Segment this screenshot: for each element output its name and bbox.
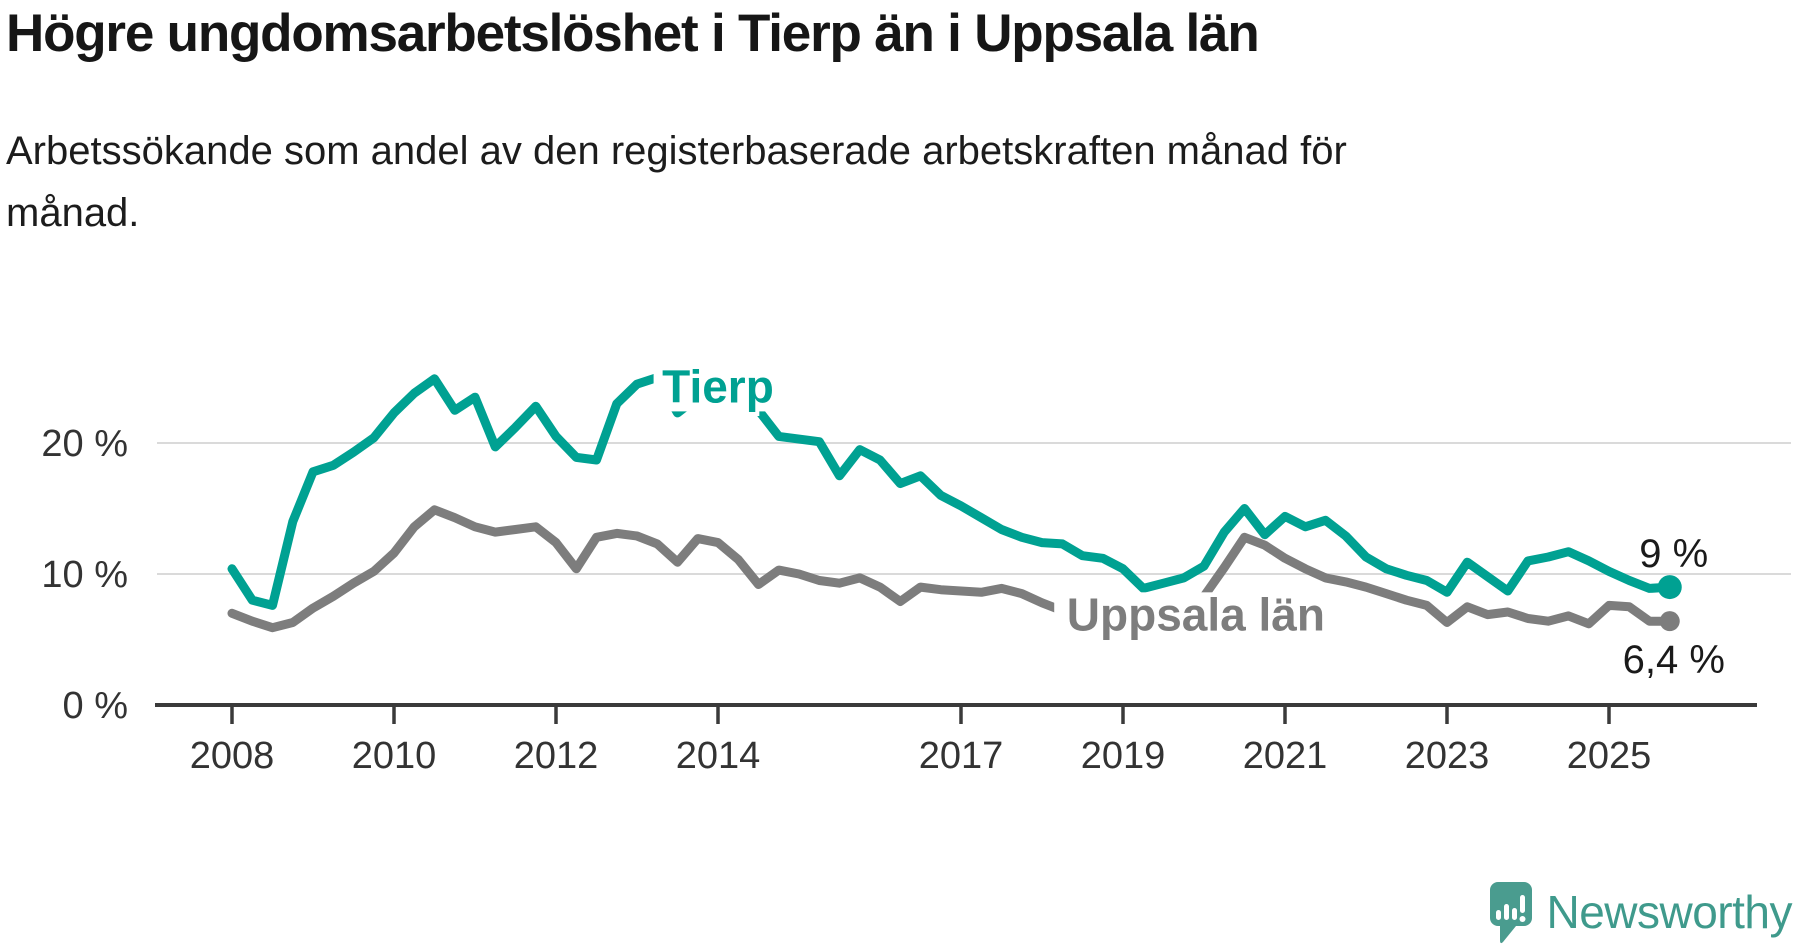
x-axis-tick-label: 2025 bbox=[1567, 735, 1652, 777]
series-end-dot-uppsala-l-n bbox=[1659, 611, 1680, 632]
series-label-tierp: Tierp bbox=[662, 360, 774, 412]
series-line-uppsala-l-n bbox=[227, 505, 1675, 633]
x-axis-tick-label: 2014 bbox=[676, 735, 761, 777]
newsworthy-logo[interactable]: Newsworthy bbox=[1486, 880, 1792, 944]
chart-subtitle-line2: månad. bbox=[6, 191, 140, 235]
y-axis-tick-label: 0 % bbox=[63, 685, 128, 727]
x-axis-tick-label: 2017 bbox=[919, 735, 1004, 777]
end-value-label-tierp: 9 % bbox=[1639, 532, 1708, 576]
exclamation-dot-icon bbox=[1519, 916, 1526, 922]
end-value-label-uppsala-l-n: 6,4 % bbox=[1623, 638, 1725, 682]
x-axis-tick-label: 2023 bbox=[1405, 735, 1490, 777]
page-title: Högre ungdomsarbetslöshet i Tierp än i U… bbox=[6, 4, 1260, 63]
chart-subtitle-line1: Arbetssökande som andel av den registerb… bbox=[6, 129, 1347, 173]
y-axis-tick-label: 10 % bbox=[41, 554, 128, 596]
x-axis-tick-label: 2019 bbox=[1081, 735, 1166, 777]
series-line-tierp bbox=[227, 373, 1675, 610]
exclamation-bar-icon bbox=[1520, 895, 1526, 913]
x-axis-tick-label: 2008 bbox=[190, 735, 275, 777]
series-label-mask-tierp bbox=[653, 364, 783, 412]
chart-subtitle: Arbetssökande som andel av den registerb… bbox=[6, 120, 1766, 244]
speech-bubble-bar-chart-icon bbox=[1490, 882, 1533, 944]
y-axis-tick-label: 20 % bbox=[41, 423, 128, 465]
series-label-uppsala-l-n: Uppsala län bbox=[1067, 588, 1325, 640]
x-axis-tick-label: 2012 bbox=[514, 735, 599, 777]
x-axis-tick-label: 2021 bbox=[1243, 735, 1328, 777]
bar-icon-tall bbox=[1504, 904, 1510, 920]
brand-name: Newsworthy bbox=[1546, 886, 1792, 938]
bar-icon-short bbox=[1496, 910, 1502, 920]
bar-icon-medium bbox=[1512, 908, 1518, 920]
series-end-dot-tierp bbox=[1657, 575, 1682, 600]
series-label-mask-uppsala-l-n bbox=[1054, 592, 1338, 640]
x-axis-tick-label: 2010 bbox=[352, 735, 437, 777]
